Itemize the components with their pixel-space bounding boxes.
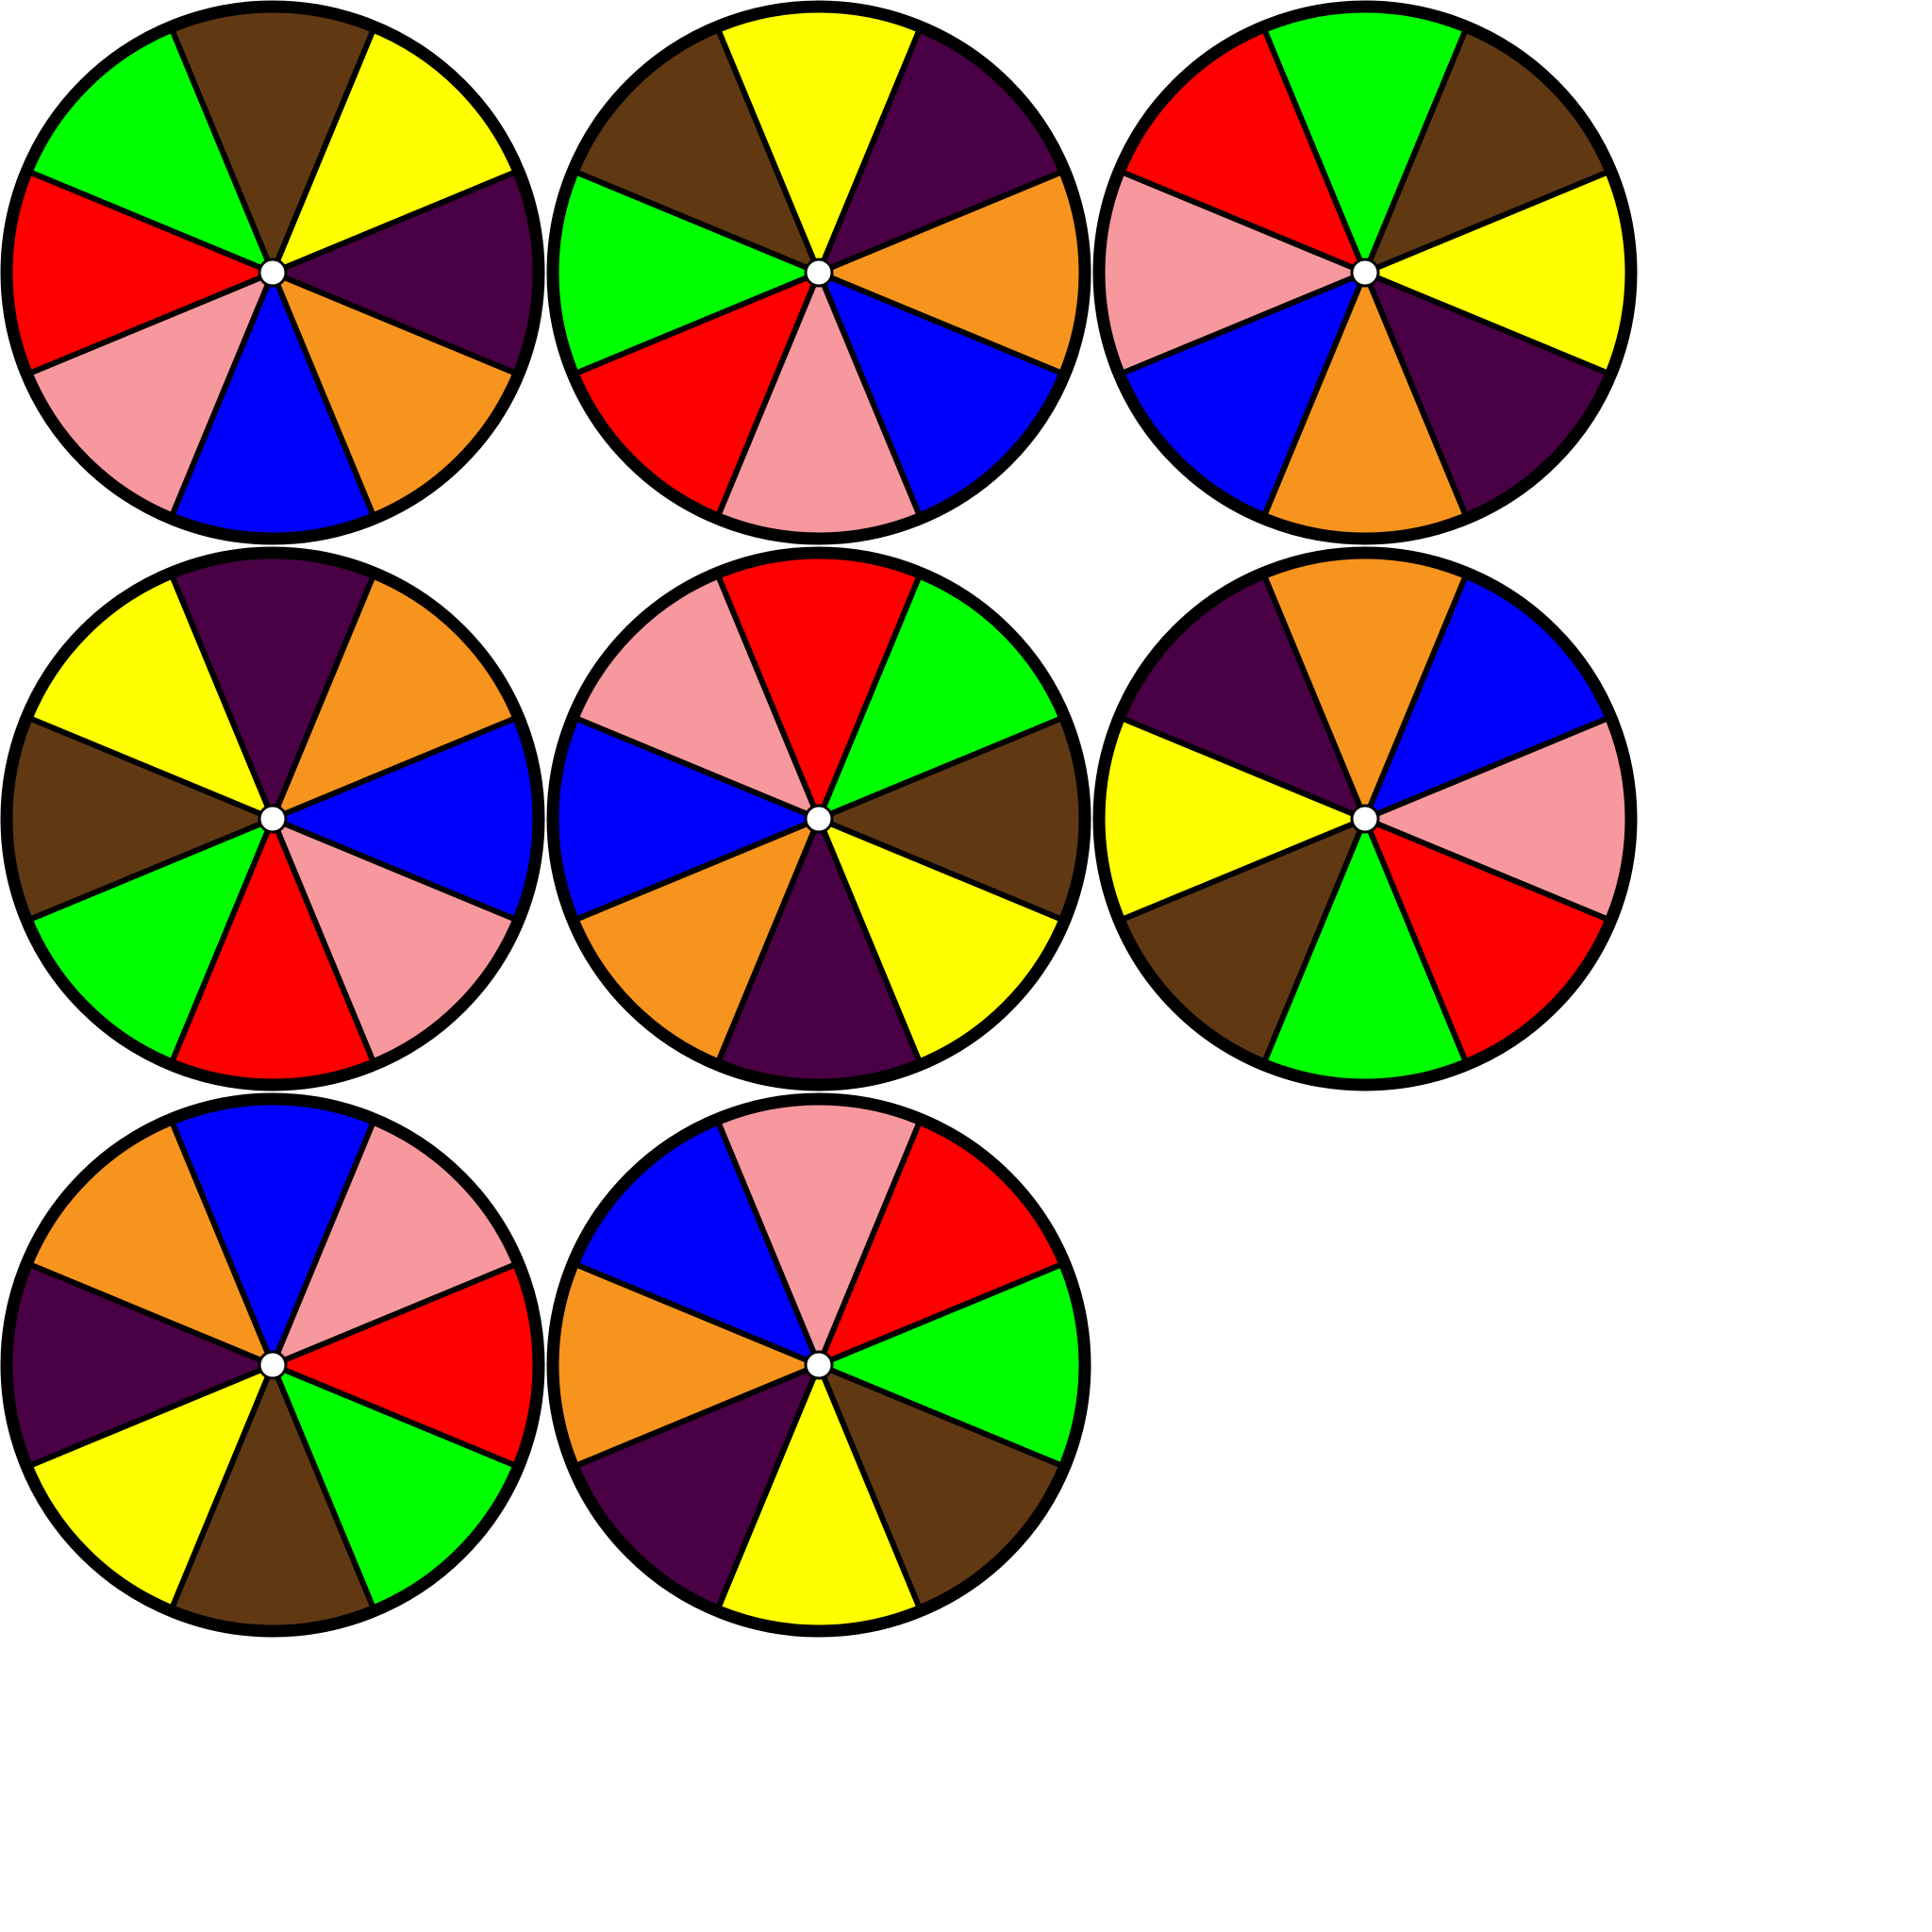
spinner-wheel-2[interactable] — [553, 7, 1085, 539]
spinner-hub[interactable] — [806, 259, 832, 286]
spinner-hub[interactable] — [1352, 806, 1378, 832]
spinner-hub[interactable] — [806, 806, 832, 832]
spinner-wheel-5[interactable] — [553, 553, 1085, 1085]
spinner-hub[interactable] — [259, 259, 286, 286]
spinner-wheel-7[interactable] — [7, 1099, 539, 1631]
spinner-wheel-1[interactable] — [7, 7, 539, 539]
spinner-wheel-3[interactable] — [1099, 7, 1631, 539]
spinner-wheel-6[interactable] — [1099, 553, 1631, 1085]
spinner-wheel-8[interactable] — [553, 1099, 1085, 1631]
spinner-wheel-4[interactable] — [7, 553, 539, 1085]
spinner-hub[interactable] — [259, 806, 286, 832]
spinner-hub[interactable] — [806, 1352, 832, 1378]
spinner-hub[interactable] — [1352, 259, 1378, 286]
spinner-hub[interactable] — [259, 1352, 286, 1378]
